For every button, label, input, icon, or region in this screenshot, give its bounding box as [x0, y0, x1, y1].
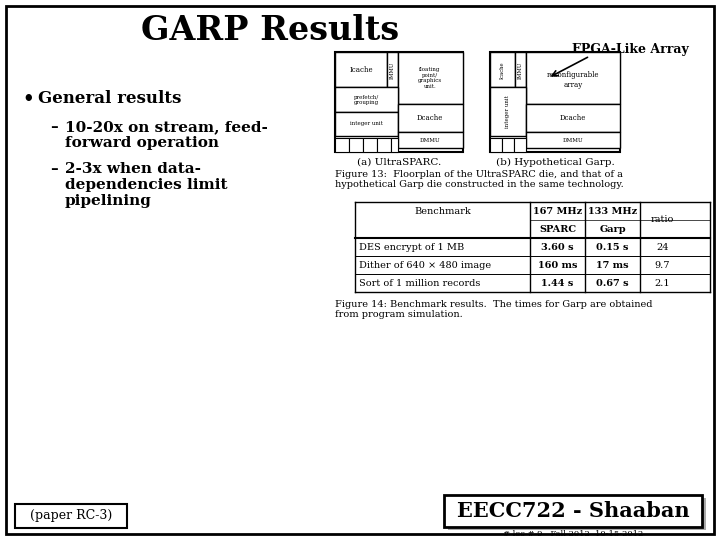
Bar [349, 138, 363, 152]
Text: (b) Hypothetical Garp.: (b) Hypothetical Garp. [495, 158, 614, 166]
Bar [515, 52, 526, 87]
Text: Sort of 1 million records: Sort of 1 million records [359, 279, 480, 287]
Text: –: – [50, 162, 58, 176]
Bar [335, 112, 398, 136]
Text: Benchmark: Benchmark [414, 206, 471, 215]
Text: forward operation: forward operation [65, 136, 219, 150]
Text: –: – [50, 120, 58, 134]
Text: reconfigurable
array: reconfigurable array [546, 71, 599, 89]
Text: SPARC: SPARC [539, 225, 576, 233]
Text: (a) UltraSPARC.: (a) UltraSPARC. [357, 158, 441, 166]
Text: 24: 24 [656, 242, 669, 252]
Text: ratio: ratio [651, 215, 674, 225]
Text: Icache: Icache [500, 61, 505, 79]
Text: 17 ms: 17 ms [596, 260, 629, 269]
Text: DES encrypt of 1 MB: DES encrypt of 1 MB [359, 242, 464, 252]
Text: # lec # 9   Fall 2012  10-15-2012: # lec # 9 Fall 2012 10-15-2012 [503, 530, 643, 538]
Text: IMMU: IMMU [518, 62, 523, 79]
Bar [448, 498, 706, 530]
Text: •: • [22, 90, 34, 108]
Bar [514, 138, 526, 152]
Bar [15, 504, 127, 528]
Bar [398, 132, 463, 148]
Text: IMMU: IMMU [390, 62, 395, 79]
Text: 133 MHz: 133 MHz [588, 206, 637, 215]
Text: integer unit: integer unit [350, 122, 382, 126]
Text: General results: General results [38, 90, 181, 107]
Bar [398, 52, 463, 104]
Bar [398, 104, 463, 132]
Text: 1.44 s: 1.44 s [541, 279, 574, 287]
Text: 2-3x when data-: 2-3x when data- [65, 162, 201, 176]
Text: Icache: Icache [349, 66, 373, 74]
Text: integer unit: integer unit [505, 96, 510, 129]
Text: 0.15 s: 0.15 s [596, 242, 629, 252]
Text: 10-20x on stream, feed-: 10-20x on stream, feed- [65, 120, 268, 134]
Text: Dither of 640 × 480 image: Dither of 640 × 480 image [359, 260, 491, 269]
Text: floating
point/
graphics
unit.: floating point/ graphics unit. [418, 67, 442, 89]
Bar [502, 138, 514, 152]
Bar [490, 138, 502, 152]
Bar [335, 138, 349, 152]
Text: prefetch/
grouping: prefetch/ grouping [354, 94, 379, 105]
Text: 0.67 s: 0.67 s [596, 279, 629, 287]
Text: 160 ms: 160 ms [538, 260, 577, 269]
Bar [490, 52, 620, 152]
Text: 3.60 s: 3.60 s [541, 242, 574, 252]
Bar [335, 52, 463, 152]
Text: (paper RC-3): (paper RC-3) [30, 510, 112, 523]
Text: 9.7: 9.7 [654, 260, 670, 269]
Text: GARP Results: GARP Results [141, 14, 399, 46]
Bar [490, 52, 515, 87]
Bar [490, 87, 526, 136]
Bar [363, 138, 377, 152]
Text: DMMU: DMMU [563, 138, 583, 143]
Bar [387, 52, 398, 87]
Bar [526, 52, 620, 104]
Text: Garp: Garp [599, 225, 626, 233]
Text: Dcache: Dcache [560, 114, 586, 122]
Bar [444, 495, 702, 527]
Text: EECC722 - Shaaban: EECC722 - Shaaban [456, 501, 689, 521]
Text: 2.1: 2.1 [654, 279, 670, 287]
Text: pipelining: pipelining [65, 194, 152, 208]
Text: Figure 13:  Floorplan of the UltraSPARC die, and that of a: Figure 13: Floorplan of the UltraSPARC d… [335, 170, 623, 179]
Bar [526, 104, 620, 132]
Text: Figure 14: Benchmark results.  The times for Garp are obtained: Figure 14: Benchmark results. The times … [335, 300, 652, 309]
Bar [391, 138, 398, 152]
Text: 167 MHz: 167 MHz [533, 206, 582, 215]
Bar [335, 52, 387, 87]
Text: hypothetical Garp die constructed in the same technology.: hypothetical Garp die constructed in the… [335, 180, 624, 189]
Text: Dcache: Dcache [417, 114, 444, 122]
Bar [526, 132, 620, 148]
Bar [335, 87, 398, 112]
Bar [377, 138, 391, 152]
Text: FPGA-Like Array: FPGA-Like Array [572, 44, 689, 57]
Text: dependencies limit: dependencies limit [65, 178, 228, 192]
Text: from program simulation.: from program simulation. [335, 310, 463, 319]
Text: DMMU: DMMU [420, 138, 441, 143]
